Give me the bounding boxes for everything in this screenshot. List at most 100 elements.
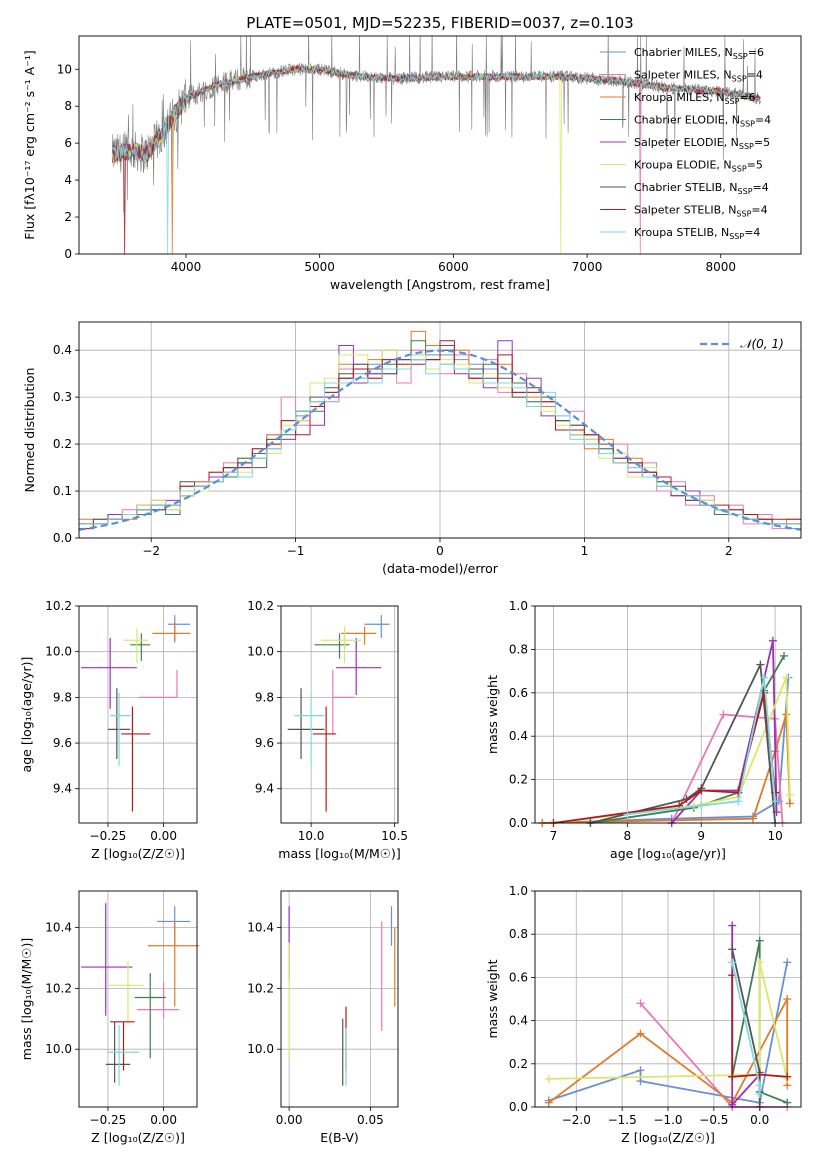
- legend-entry: Salpeter ELODIE, NSSP=5: [634, 136, 770, 151]
- x-tick-label: 0.00: [276, 1113, 303, 1127]
- x-tick-label: −1.0: [653, 1113, 682, 1127]
- legend-suffix: =4: [747, 69, 763, 82]
- x-tick-label: 0: [436, 544, 444, 558]
- y-axis-label: mass weight: [485, 675, 500, 754]
- legend-suffix: =6: [739, 91, 755, 104]
- axes-residuals: −2 −1 0 1 2 0.0 0.1 0.2 0.3 0.4 (data-model)/error…: [22, 321, 802, 576]
- x-tick-label: 7000: [572, 260, 603, 274]
- data-point: [148, 921, 200, 1007]
- legend-entry: Chabrier MILES, NSSP=6: [634, 46, 764, 61]
- y-tick-label: 0.6: [509, 686, 528, 700]
- legend-subscript: SSP: [740, 120, 755, 129]
- legend-label: Chabrier STELIB, N: [634, 181, 738, 194]
- y-tick-label: 0.4: [509, 729, 528, 743]
- y-tick-label: 0.0: [53, 531, 72, 545]
- legend-subscript: SSP: [729, 232, 744, 241]
- histogram-series: [79, 359, 801, 538]
- figure-title: PLATE=0501, MJD=52235, FIBERID=0037, z=0…: [246, 14, 633, 32]
- y-tick-label: 10.0: [247, 645, 274, 659]
- x-tick-label: 2: [725, 544, 733, 558]
- y-tick-label: 0.2: [53, 437, 72, 451]
- data-point: [110, 692, 131, 766]
- y-tick-label: 2: [64, 210, 72, 224]
- y-tick-label: 0.8: [509, 927, 528, 941]
- weight-line: [731, 975, 788, 1078]
- legend-subscript: SSP: [738, 187, 753, 196]
- data-point: [287, 688, 325, 760]
- y-tick-label: 10.4: [45, 921, 72, 935]
- y-tick-label: 4: [64, 173, 72, 187]
- x-tick-label: 10.0: [298, 829, 325, 843]
- legend-entry: 𝒩(0, 1): [740, 337, 784, 351]
- weight-series: [623, 673, 780, 819]
- plot-frame: [78, 321, 802, 539]
- y-axis-label: mass [log₁₀(M/M☉)]: [19, 938, 34, 1060]
- gaussian-curve: [79, 349, 801, 531]
- x-tick-label: 8000: [706, 260, 737, 274]
- x-tick-label: 4000: [171, 260, 202, 274]
- y-tick-label: 10.2: [247, 981, 274, 995]
- axes-age-vs-mass: 10.0 10.5 9.4 9.6 9.8 10.0 10.2 mass [log₁₀(M/M…: [247, 599, 408, 861]
- y-tick-label: 0.1: [53, 484, 72, 498]
- y-tick-label: 1.0: [509, 884, 528, 898]
- y-tick-label: 9.4: [53, 782, 72, 796]
- legend-label: Salpeter MILES, N: [634, 69, 732, 82]
- y-tick-label: 0: [64, 247, 72, 261]
- weight-series: [728, 958, 764, 1099]
- legend-label: Salpeter STELIB, N: [634, 204, 736, 217]
- y-tick-label: 10.0: [45, 645, 72, 659]
- plot-frame: [534, 605, 802, 824]
- legend-subscript: SSP: [739, 142, 754, 151]
- legend-entry: Salpeter STELIB, NSSP=4: [634, 204, 768, 219]
- x-tick-label: 10: [767, 829, 782, 843]
- x-tick-label: −2: [142, 544, 160, 558]
- weight-line: [542, 677, 790, 824]
- y-axis-label: mass weight: [485, 959, 500, 1038]
- plot-frame: [280, 890, 399, 1108]
- plot-frame: [280, 605, 399, 824]
- y-tick-label: 9.6: [255, 736, 274, 750]
- y-tick-label: 9.4: [255, 782, 274, 796]
- legend-subscript: SSP: [736, 210, 751, 219]
- x-axis-label: mass [log₁₀(M/M☉)]: [278, 846, 400, 861]
- legend-entry: Chabrier ELODIE, NSSP=4: [634, 114, 771, 129]
- data-point: [312, 706, 337, 812]
- data-point: [364, 615, 390, 638]
- legend-suffix: =4: [751, 204, 767, 217]
- plot-frame: [78, 890, 198, 1108]
- legend-subscript: SSP: [724, 97, 739, 106]
- weight-series: [549, 688, 780, 827]
- legend-label: Kroupa ELODIE, N: [634, 159, 732, 172]
- legend-entry: Salpeter MILES, NSSP=4: [634, 69, 763, 84]
- data-point: [121, 706, 151, 812]
- weight-line: [731, 949, 761, 1107]
- x-tick-label: 10.5: [381, 829, 408, 843]
- y-tick-label: 10.0: [45, 1042, 72, 1056]
- y-tick-label: 0.6: [509, 970, 528, 984]
- y-tick-label: 10.2: [247, 599, 274, 613]
- data-point: [136, 982, 180, 1019]
- legend-suffix: =4: [753, 181, 769, 194]
- x-tick-label: 7: [550, 829, 558, 843]
- x-axis-label: wavelength [Angstrom, rest frame]: [330, 277, 550, 292]
- legend-suffix: =4: [744, 226, 760, 239]
- y-tick-label: 0.4: [53, 343, 72, 357]
- y-tick-label: 9.6: [53, 736, 72, 750]
- y-tick-label: 0.2: [509, 773, 528, 787]
- data-point: [81, 903, 133, 1016]
- x-tick-label: 0.05: [357, 1113, 384, 1127]
- y-tick-label: 10.4: [247, 921, 274, 935]
- axes-massweight-vs-Z: −2.0 −1.5 −1.0 −0.5 0.0 0.0 0.2 0.4 0.6 0.8 1.0 Z […: [485, 884, 802, 1145]
- x-tick-label: −1: [287, 544, 305, 558]
- y-tick-label: 6: [64, 136, 72, 150]
- legend-label: Kroupa MILES, N: [634, 91, 724, 104]
- legend-suffix: =5: [747, 159, 763, 172]
- x-tick-label: 9: [697, 829, 705, 843]
- legend-label: Salpeter ELODIE, N: [634, 136, 739, 149]
- data-point: [110, 1021, 135, 1071]
- y-tick-label: 10.2: [45, 981, 72, 995]
- weight-line: [553, 692, 776, 824]
- x-tick-label: −0.25: [90, 829, 127, 843]
- y-tick-label: 0.0: [509, 1100, 528, 1114]
